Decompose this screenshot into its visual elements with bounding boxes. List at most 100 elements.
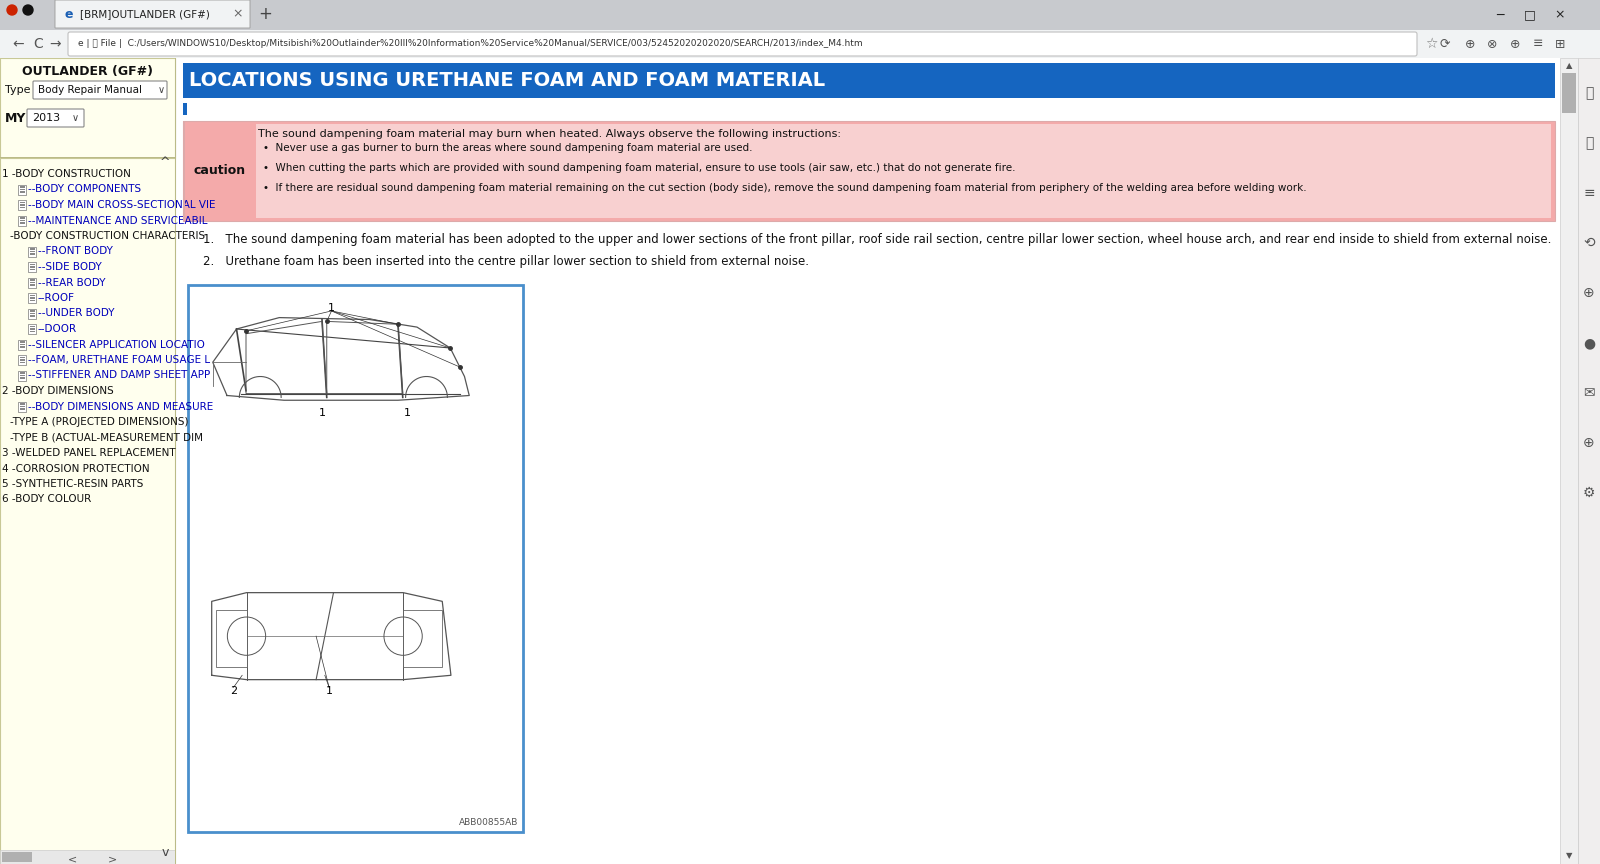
Bar bbox=[19, 406, 24, 407]
Bar bbox=[0, 0, 54, 30]
Circle shape bbox=[22, 5, 34, 15]
Bar bbox=[19, 403, 24, 404]
Bar bbox=[19, 346, 24, 347]
Bar bbox=[0, 30, 1600, 58]
Bar bbox=[19, 357, 24, 358]
Text: --STIFFENER AND DAMP SHEET APP: --STIFFENER AND DAMP SHEET APP bbox=[29, 371, 210, 380]
Bar bbox=[2, 852, 32, 862]
Text: ☆: ☆ bbox=[1426, 37, 1437, 51]
Text: ⊕: ⊕ bbox=[1464, 37, 1475, 50]
Bar bbox=[216, 610, 246, 667]
Bar bbox=[29, 251, 35, 252]
Text: →: → bbox=[50, 37, 61, 51]
Text: ≡: ≡ bbox=[1582, 186, 1595, 200]
Text: -TYPE A (PROJECTED DIMENSIONS): -TYPE A (PROJECTED DIMENSIONS) bbox=[10, 417, 189, 427]
Text: ⊕: ⊕ bbox=[1510, 37, 1520, 50]
Bar bbox=[19, 219, 24, 221]
Text: ABB00855AB: ABB00855AB bbox=[459, 818, 518, 827]
Text: >: > bbox=[107, 854, 117, 864]
Text: -BODY CONSTRUCTION CHARACTERIS: -BODY CONSTRUCTION CHARACTERIS bbox=[10, 231, 205, 241]
Text: 2: 2 bbox=[230, 686, 237, 696]
Text: ×: × bbox=[232, 8, 243, 21]
Bar bbox=[18, 371, 26, 380]
Text: -TYPE B (ACTUAL-MEASUREMENT DIM: -TYPE B (ACTUAL-MEASUREMENT DIM bbox=[10, 433, 203, 442]
Bar bbox=[29, 315, 35, 316]
Text: --MAINTENANCE AND SERVICEABIL: --MAINTENANCE AND SERVICEABIL bbox=[29, 215, 208, 226]
Bar bbox=[182, 63, 1555, 98]
Text: --DOOR: --DOOR bbox=[38, 324, 77, 334]
Bar bbox=[29, 269, 35, 270]
Text: 1 -BODY CONSTRUCTION: 1 -BODY CONSTRUCTION bbox=[2, 169, 131, 179]
Bar bbox=[19, 372, 24, 373]
Bar bbox=[29, 293, 35, 303]
Bar bbox=[1560, 58, 1578, 864]
Text: ⟲: ⟲ bbox=[1582, 236, 1595, 250]
Bar bbox=[19, 189, 24, 190]
Bar bbox=[18, 215, 26, 226]
Bar bbox=[19, 341, 24, 342]
Text: --FRONT BODY: --FRONT BODY bbox=[38, 246, 114, 257]
Text: --SIDE BODY: --SIDE BODY bbox=[38, 262, 102, 272]
Text: 2.   Urethane foam has been inserted into the centre pillar lower section to shi: 2. Urethane foam has been inserted into … bbox=[203, 255, 810, 268]
Text: The sound dampening foam material may burn when heated. Always observe the follo: The sound dampening foam material may bu… bbox=[258, 129, 842, 139]
Bar bbox=[182, 103, 187, 115]
Bar bbox=[19, 359, 24, 360]
Text: ∨: ∨ bbox=[72, 113, 78, 123]
Bar bbox=[29, 313, 35, 314]
Text: 1: 1 bbox=[328, 303, 334, 313]
Bar bbox=[29, 282, 35, 283]
Text: 1: 1 bbox=[318, 408, 325, 417]
Text: --UNDER BODY: --UNDER BODY bbox=[38, 308, 115, 319]
Text: ●: ● bbox=[1582, 336, 1595, 350]
Bar bbox=[0, 157, 174, 158]
Text: ─: ─ bbox=[1496, 9, 1504, 22]
Bar bbox=[0, 58, 174, 864]
Bar bbox=[29, 308, 35, 319]
Text: 4 -CORROSION PROTECTION: 4 -CORROSION PROTECTION bbox=[2, 463, 150, 473]
Bar bbox=[29, 246, 35, 257]
Bar bbox=[19, 204, 24, 206]
Text: ⊕: ⊕ bbox=[1582, 436, 1595, 450]
Text: 6 -BODY COLOUR: 6 -BODY COLOUR bbox=[2, 494, 91, 505]
Text: ⊞: ⊞ bbox=[1555, 37, 1565, 50]
Text: v: v bbox=[162, 846, 168, 859]
Text: --REAR BODY: --REAR BODY bbox=[38, 277, 106, 288]
Bar bbox=[18, 355, 26, 365]
Bar bbox=[29, 310, 35, 312]
Text: □: □ bbox=[1525, 9, 1536, 22]
Text: 2013: 2013 bbox=[32, 113, 61, 123]
Text: [BRM]OUTLANDER (GF#): [BRM]OUTLANDER (GF#) bbox=[80, 9, 210, 19]
Bar bbox=[189, 285, 523, 832]
Text: --BODY COMPONENTS: --BODY COMPONENTS bbox=[29, 185, 141, 194]
Text: ≡: ≡ bbox=[1533, 37, 1544, 50]
Bar bbox=[19, 206, 24, 208]
Text: e: e bbox=[64, 8, 74, 21]
Text: ✉: ✉ bbox=[1582, 386, 1595, 400]
Text: caution: caution bbox=[194, 164, 245, 177]
Text: ⟳: ⟳ bbox=[1440, 37, 1450, 50]
Text: C: C bbox=[34, 37, 43, 51]
Text: Body Repair Manual: Body Repair Manual bbox=[38, 85, 142, 95]
Text: 1.   The sound dampening foam material has been adopted to the upper and lower s: 1. The sound dampening foam material has… bbox=[203, 233, 1552, 246]
Bar bbox=[18, 185, 26, 194]
Bar bbox=[29, 326, 35, 327]
Text: •  Never use a gas burner to burn the areas where sound dampening foam material : • Never use a gas burner to burn the are… bbox=[262, 143, 752, 153]
Bar bbox=[29, 253, 35, 255]
Bar bbox=[18, 340, 26, 350]
FancyBboxPatch shape bbox=[34, 81, 166, 99]
Bar bbox=[19, 362, 24, 363]
Text: 1: 1 bbox=[403, 408, 411, 417]
Text: ∨: ∨ bbox=[158, 85, 165, 95]
Bar bbox=[0, 58, 174, 158]
Bar bbox=[0, 0, 1600, 30]
Text: --BODY DIMENSIONS AND MEASURE: --BODY DIMENSIONS AND MEASURE bbox=[29, 402, 213, 411]
FancyBboxPatch shape bbox=[27, 109, 83, 127]
Text: ▲: ▲ bbox=[1566, 61, 1573, 71]
Text: --SILENCER APPLICATION LOCATIO: --SILENCER APPLICATION LOCATIO bbox=[29, 340, 205, 350]
Text: e | ⓘ File |  C:/Users/WINDOWS10/Desktop/Mitsibishi%20Outlainder%20III%20Informa: e | ⓘ File | C:/Users/WINDOWS10/Desktop/… bbox=[78, 40, 862, 48]
Text: MY: MY bbox=[5, 111, 26, 124]
Bar bbox=[1480, 0, 1600, 30]
Text: ▼: ▼ bbox=[1566, 852, 1573, 861]
Text: 1: 1 bbox=[326, 686, 333, 696]
Bar bbox=[19, 222, 24, 224]
